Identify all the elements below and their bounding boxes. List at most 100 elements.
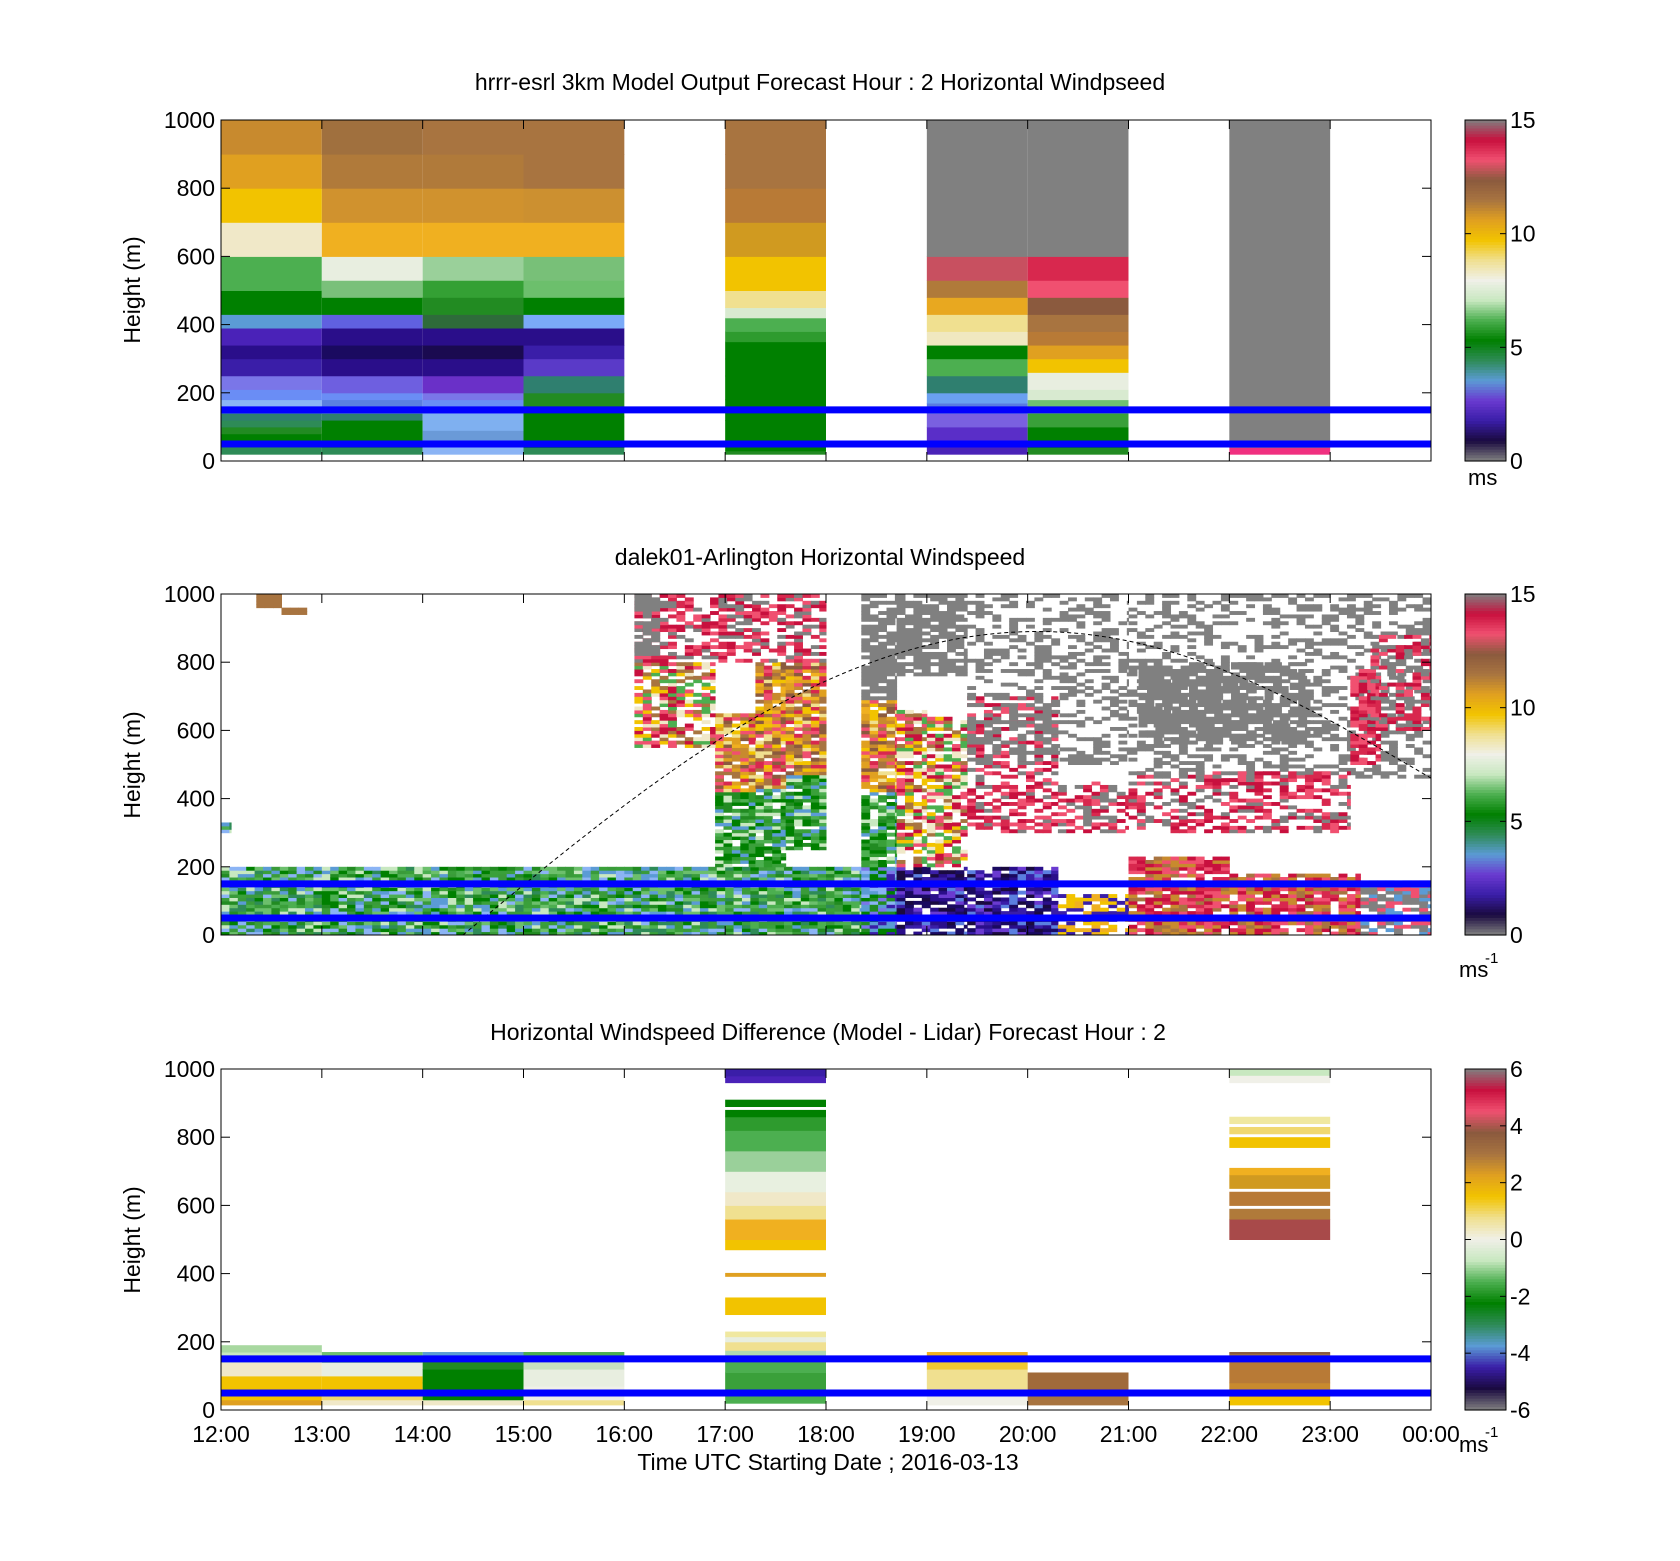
heatmap-cell	[810, 846, 820, 851]
heatmap-cell	[967, 873, 977, 878]
heatmap-cell	[731, 767, 741, 772]
heatmap-cell	[904, 726, 914, 731]
heatmap-cell	[772, 839, 782, 844]
heatmap-cell	[422, 413, 524, 431]
heatmap-cell	[389, 866, 398, 871]
heatmap-cell	[246, 866, 256, 871]
heatmap-cell	[802, 788, 812, 793]
heatmap-cell	[834, 911, 844, 916]
heatmap-cell	[1017, 669, 1027, 673]
heatmap-cell	[780, 686, 787, 690]
heatmap-cell	[1025, 761, 1035, 765]
heatmap-cell	[878, 757, 887, 762]
heatmap-cell	[456, 928, 466, 933]
heatmap-cell	[666, 890, 676, 895]
heatmap-cell	[926, 849, 936, 854]
heatmap-cell	[785, 641, 795, 646]
heatmap-cell	[1000, 655, 1010, 660]
heatmap-cell	[904, 662, 914, 667]
heatmap-cell	[548, 924, 558, 929]
heatmap-cell	[1068, 689, 1077, 694]
heatmap-cell	[634, 669, 644, 673]
heatmap-cell	[886, 689, 896, 694]
heatmap-cell	[809, 897, 819, 902]
heatmap-cell	[983, 890, 993, 895]
heatmap-cell	[810, 733, 820, 738]
heatmap-cell	[221, 389, 322, 401]
heatmap-cell	[676, 740, 686, 745]
heatmap-cell	[715, 798, 724, 803]
heatmap-cell	[763, 802, 773, 806]
heatmap-cell	[1034, 798, 1044, 803]
heatmap-cell	[861, 795, 871, 800]
heatmap-cell	[305, 921, 314, 926]
heatmap-cell	[733, 904, 743, 909]
heatmap-cell	[599, 911, 609, 916]
heatmap-cell	[607, 928, 617, 933]
heatmap-cell	[851, 870, 861, 875]
heatmap-cell	[785, 692, 795, 697]
heatmap-cell	[896, 825, 906, 830]
heatmap-cell	[810, 784, 820, 789]
heatmap-cell	[794, 713, 803, 718]
heatmap-cell	[886, 856, 896, 861]
heatmap-cell	[708, 877, 718, 881]
heatmap-cell	[439, 866, 449, 871]
heatmap-cell	[938, 877, 948, 881]
heatmap-cell	[861, 900, 871, 905]
heatmap-cell	[1025, 911, 1035, 916]
heatmap-cell	[935, 778, 945, 783]
heatmap-cell	[763, 699, 773, 704]
heatmap-cell	[869, 730, 879, 735]
heatmap-cell	[810, 651, 820, 656]
heatmap-cell	[743, 645, 753, 650]
heatmap-cell	[752, 604, 761, 609]
heatmap-cell	[221, 931, 230, 935]
heatmap-cell	[279, 866, 289, 871]
heatmap-cell	[397, 928, 407, 933]
heatmap-cell	[975, 757, 985, 762]
heatmap-cell	[794, 634, 803, 639]
heatmap-cell	[748, 730, 756, 735]
heatmap-cell	[701, 726, 711, 731]
heatmap-cell	[1025, 617, 1035, 622]
heatmap-cell	[819, 842, 827, 847]
heatmap-cell	[955, 928, 965, 933]
heatmap-cell	[894, 648, 898, 653]
heatmap-cell	[967, 877, 977, 881]
heatmap-cell	[913, 716, 923, 721]
heatmap-cell	[767, 870, 777, 875]
heatmap-cell	[321, 297, 423, 315]
heatmap-cell	[748, 788, 756, 793]
heatmap-cell	[1025, 890, 1035, 895]
heatmap-cell	[725, 358, 826, 377]
heatmap-cell	[422, 873, 432, 878]
heatmap-cell	[785, 805, 795, 810]
heatmap-cell	[708, 894, 718, 898]
heatmap-cell	[263, 870, 272, 875]
heatmap-cell	[557, 866, 567, 871]
heatmap-cell	[758, 904, 768, 909]
heatmap-cell	[229, 890, 239, 895]
heatmap-cell	[955, 921, 965, 926]
colorbar-swatch	[1465, 443, 1506, 448]
heatmap-cell	[659, 726, 669, 731]
heatmap-cell	[1009, 897, 1019, 902]
colorbar-swatch	[1465, 279, 1506, 283]
heatmap-cell	[347, 873, 356, 878]
heatmap-cell	[926, 747, 936, 752]
heatmap-cell	[330, 894, 340, 898]
heatmap-cell	[772, 856, 782, 861]
heatmap-cell	[763, 723, 773, 728]
heatmap-cell	[750, 897, 760, 902]
heatmap-cell	[894, 597, 898, 602]
heatmap-cell	[321, 328, 423, 346]
heatmap-cell	[752, 607, 761, 612]
heatmap-cell	[780, 682, 787, 687]
heatmap-cell	[992, 747, 1002, 752]
heatmap-cell	[1091, 921, 1101, 926]
heatmap-cell	[582, 924, 592, 929]
heatmap-cell	[668, 720, 677, 725]
heatmap-cell	[271, 921, 281, 926]
heatmap-cell	[810, 781, 820, 786]
